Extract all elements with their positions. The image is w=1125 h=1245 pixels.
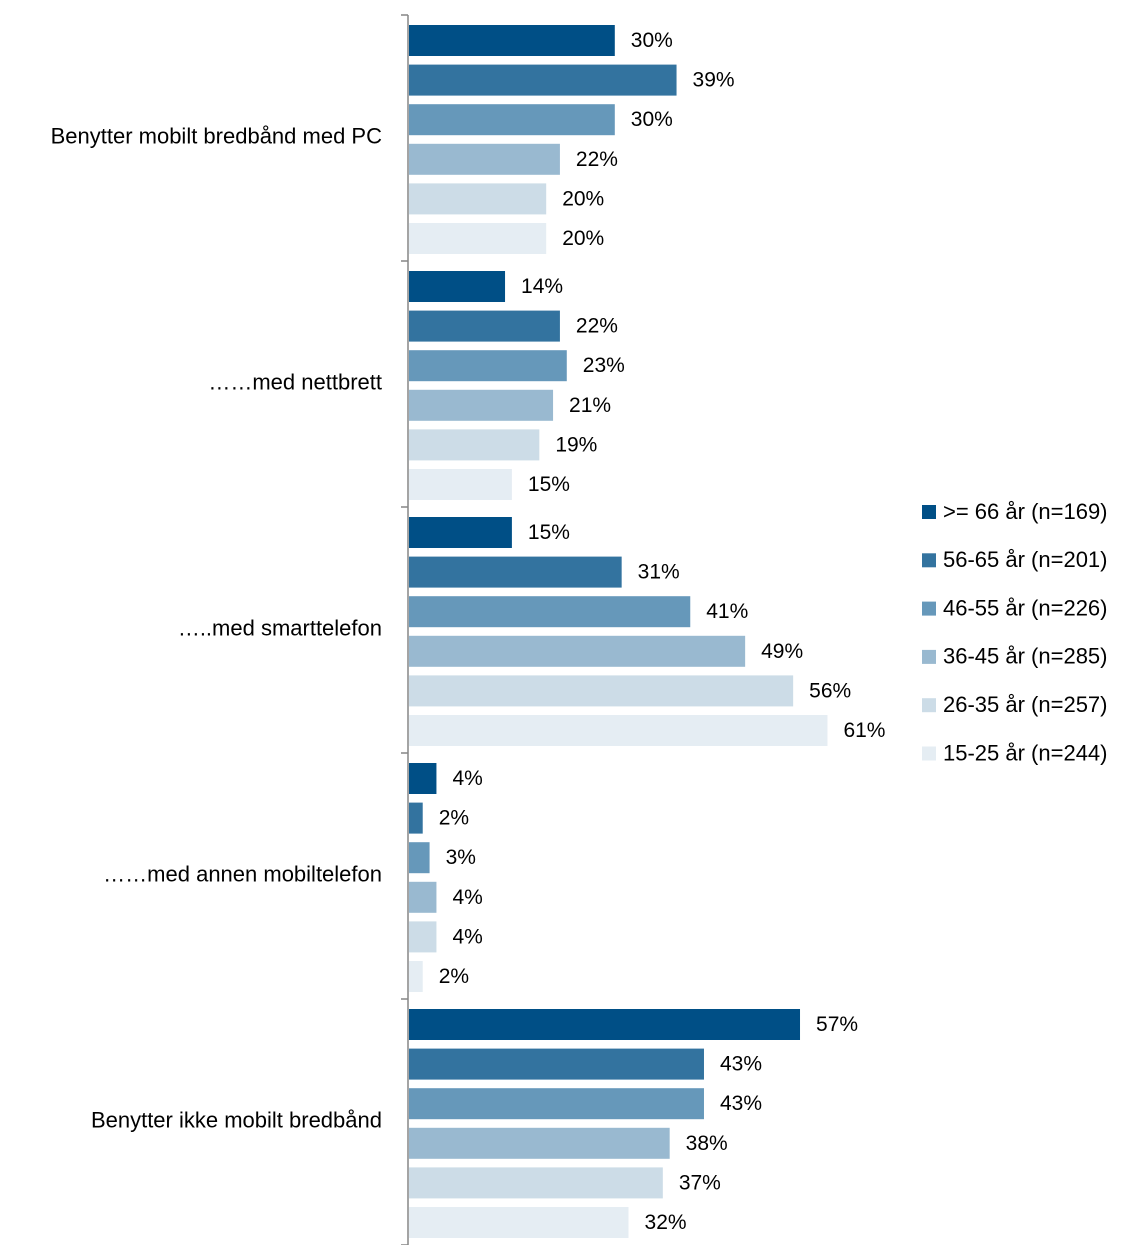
legend-label: 15-25 år (n=244) — [943, 740, 1108, 765]
bar — [409, 25, 615, 56]
data-label: 15% — [528, 473, 570, 496]
data-label: 15% — [528, 521, 570, 544]
data-label: 61% — [843, 719, 885, 742]
category-axis — [401, 14, 409, 1245]
bar — [409, 104, 615, 136]
legend-swatch — [922, 649, 936, 664]
data-label: 20% — [562, 227, 604, 250]
bar — [409, 64, 677, 96]
bar — [409, 961, 423, 992]
bar — [409, 881, 437, 913]
bar — [409, 635, 746, 667]
data-label: 43% — [720, 1053, 762, 1076]
data-label: 41% — [706, 600, 748, 623]
legend: >= 66 år (n=169) 56-65 år (n=201) 46-55 år… — [922, 499, 1108, 765]
category-label: ……med annen mobiltelefon — [103, 861, 382, 886]
data-label: 49% — [761, 640, 803, 663]
bar — [409, 715, 828, 746]
category-labels: Benytter mobilt bredbånd med PC ……med net… — [51, 123, 383, 1132]
category-label: …..med smarttelefon — [178, 615, 382, 640]
bar — [409, 1048, 704, 1080]
bar — [409, 1088, 704, 1120]
data-label: 4% — [452, 886, 482, 909]
bar — [409, 596, 691, 628]
data-labels: 30% 39% 30% 22% 20% 20% 14% 22% 23% 21% 19% 15% 15% 3… — [439, 29, 886, 1234]
bar — [409, 350, 567, 382]
bar — [409, 675, 794, 707]
bar — [409, 517, 512, 548]
legend-label: 36-45 år (n=285) — [943, 644, 1108, 669]
legend-swatch — [922, 601, 936, 616]
bar — [409, 1167, 663, 1199]
bar — [409, 1207, 629, 1238]
data-label: 37% — [679, 1171, 721, 1194]
data-label: 21% — [569, 394, 611, 417]
bar — [409, 310, 560, 342]
data-label: 3% — [446, 846, 476, 869]
bar — [409, 1127, 670, 1159]
data-label: 31% — [638, 561, 680, 584]
bar — [409, 429, 540, 461]
bar — [409, 763, 437, 794]
data-label: 30% — [631, 108, 673, 131]
data-label: 38% — [686, 1132, 728, 1155]
legend-swatch — [922, 746, 936, 761]
bar — [409, 921, 437, 953]
legend-label: 26-35 år (n=257) — [943, 692, 1108, 717]
bar — [409, 271, 506, 302]
data-label: 56% — [809, 679, 851, 702]
data-label: 19% — [555, 433, 597, 456]
bar — [409, 389, 554, 421]
legend-label: 46-55 år (n=226) — [943, 595, 1108, 620]
data-label: 32% — [645, 1211, 687, 1234]
category-label: Benytter ikke mobilt bredbånd — [91, 1107, 382, 1132]
data-label: 4% — [452, 767, 482, 790]
legend-swatch — [922, 553, 936, 568]
legend-label: >= 66 år (n=169) — [943, 499, 1108, 524]
bar — [409, 802, 423, 834]
category-label: Benytter mobilt bredbånd med PC — [51, 123, 383, 148]
data-label: 22% — [576, 148, 618, 171]
data-label: 30% — [631, 29, 673, 52]
data-label: 2% — [439, 807, 469, 830]
legend-swatch — [922, 698, 936, 713]
data-label: 4% — [452, 925, 482, 948]
bar — [409, 183, 547, 215]
bar — [409, 223, 547, 254]
bar-group — [409, 25, 828, 1238]
data-label: 14% — [521, 275, 563, 298]
data-label: 2% — [439, 965, 469, 988]
legend-label: 56-65 år (n=201) — [943, 547, 1108, 572]
bar — [409, 842, 430, 874]
bar — [409, 556, 622, 588]
data-label: 20% — [562, 187, 604, 210]
legend-swatch — [922, 505, 936, 519]
data-label: 22% — [576, 315, 618, 338]
bar — [409, 143, 560, 175]
data-label: 23% — [583, 354, 625, 377]
category-label: ……med nettbrett — [208, 369, 382, 394]
data-label: 39% — [693, 69, 735, 92]
data-label: 43% — [720, 1092, 762, 1115]
bar — [409, 469, 512, 500]
bar — [409, 1009, 801, 1040]
data-label: 57% — [816, 1013, 858, 1036]
